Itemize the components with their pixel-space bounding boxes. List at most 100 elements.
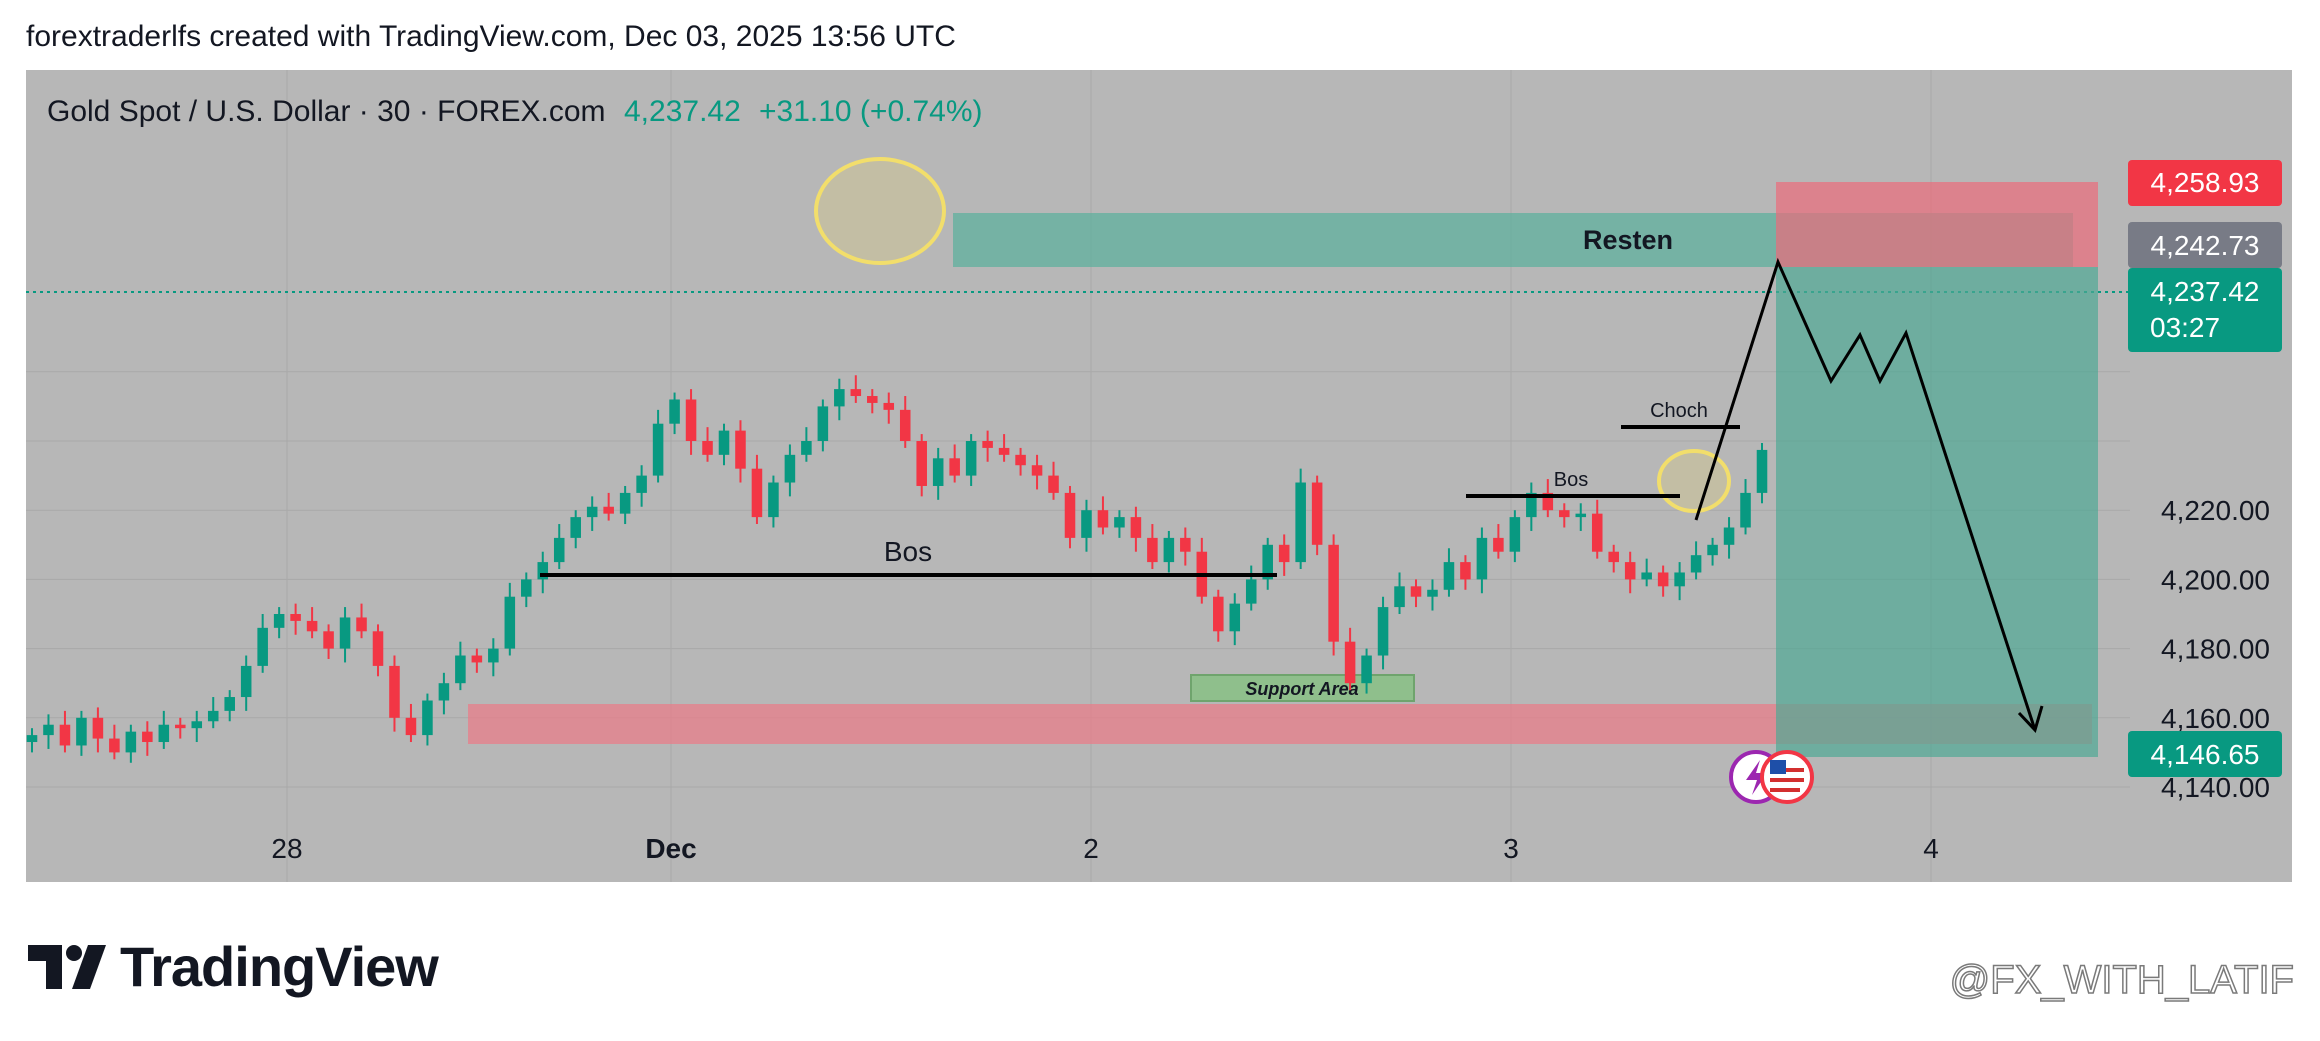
candle-body [455, 655, 466, 684]
us-flag-icon [1760, 750, 1814, 804]
time-tick-label: 28 [271, 833, 302, 864]
candle-body [372, 631, 384, 666]
tradingview-logo[interactable]: TradingView [28, 934, 439, 999]
candle-body [471, 655, 483, 663]
legend-symbol: Gold Spot / U.S. Dollar · 30 · FOREX.com [47, 95, 606, 128]
candle-body [257, 627, 268, 666]
candle-body [1377, 607, 1389, 656]
candle-body [1493, 537, 1504, 552]
countdown-label: 03:27 [2150, 312, 2220, 343]
bos-small-label: Bos [1554, 469, 1588, 491]
candle-body [207, 710, 219, 722]
candle-body [224, 697, 235, 711]
candle-body [438, 683, 450, 701]
candle-body [59, 724, 71, 746]
candle-body [735, 430, 746, 469]
candle-body [175, 724, 186, 729]
time-tick-label: Dec [645, 833, 696, 864]
legend-price: 4,237.42 [624, 95, 741, 128]
event-icons [1729, 750, 1814, 804]
time-tick-label: 2 [1083, 833, 1099, 864]
candle-body [784, 454, 796, 483]
legend-change: +31.10 (+0.74%) [759, 95, 983, 128]
candle-body [1361, 655, 1372, 684]
candle-body [1674, 572, 1685, 587]
candle-body [521, 579, 532, 597]
author-watermark: @FX_WITH_LATIF [1949, 957, 2295, 1003]
price-tick-label: 4,200.00 [2161, 564, 2270, 595]
candle-body [636, 475, 647, 493]
candle-body [949, 458, 960, 476]
candle-body [1608, 551, 1619, 563]
choch-highlight-circle [1657, 449, 1731, 513]
candle-body [323, 631, 334, 649]
projection-path [1694, 257, 2037, 731]
candle-body [702, 441, 713, 455]
candle-body [1130, 517, 1142, 538]
tradingview-logo-icon [28, 944, 106, 989]
candle-body [1707, 544, 1718, 556]
target-low-label: 4,146.65 [2151, 739, 2260, 770]
current-price-label: 4,237.42 [2151, 276, 2260, 307]
candle-body [1526, 492, 1537, 518]
price-chart[interactable]: Support Area Resten Bos Bos Choch Gold S… [0, 0, 2320, 900]
candle-body [1311, 482, 1323, 545]
candle-body [1410, 586, 1422, 597]
candle-body [422, 700, 433, 736]
price-scale: 4,280.004,220.004,200.004,180.004,160.00… [2161, 288, 2270, 803]
candle-body [1740, 492, 1751, 528]
candle-body [1064, 492, 1076, 538]
price-tick-label: 4,140.00 [2161, 772, 2270, 803]
candle-body [389, 665, 400, 718]
candle-body [1575, 513, 1587, 518]
candle-body [1180, 537, 1191, 552]
target-high-label: 4,258.93 [2151, 167, 2260, 198]
candle-body [1641, 572, 1652, 580]
price-labels: 4,258.93 4,242.73 4,237.42 03:27 4,146.6… [2128, 160, 2282, 777]
time-scale: 28 Dec 2 3 4 [271, 833, 1938, 864]
current-price-label-box [2128, 268, 2282, 352]
candle-body [1015, 454, 1026, 466]
candle-body [1591, 513, 1603, 552]
candle-body [1542, 492, 1554, 511]
candle-body [158, 724, 170, 743]
candle-body [1559, 510, 1570, 518]
candle-body [1081, 510, 1092, 538]
candle-body [405, 717, 417, 736]
candle-body [1114, 517, 1125, 528]
resten-label: Resten [1583, 225, 1673, 255]
candle-body [1163, 537, 1175, 563]
candle-body [603, 506, 614, 514]
candle-body [669, 399, 680, 424]
candle-body [586, 506, 598, 518]
candle-body [932, 458, 944, 486]
take-profit-zone [1776, 267, 2098, 757]
stop-loss-zone [1776, 182, 2098, 267]
candle-body [718, 430, 730, 455]
candle-body [998, 447, 1010, 455]
high-price-label-box [2128, 222, 2282, 268]
candle-body [109, 738, 120, 753]
candle-body [1394, 586, 1405, 608]
candle-body [125, 731, 137, 753]
candle-body [504, 596, 516, 649]
candle-body [1031, 465, 1043, 476]
candle-body [751, 468, 763, 518]
candle-body [26, 735, 38, 743]
candles [26, 375, 1768, 763]
candle-body [1509, 517, 1521, 552]
candle-body [1690, 555, 1702, 573]
bos-main-label: Bos [884, 536, 932, 567]
candle-body [982, 441, 993, 448]
candle-body [652, 423, 664, 476]
candle-body [1344, 641, 1356, 684]
candle-body [867, 396, 878, 403]
candle-body [1262, 544, 1273, 580]
candle-body [1097, 510, 1109, 528]
tradingview-wordmark: TradingView [120, 935, 439, 998]
candle-body [883, 402, 895, 410]
candle-body [1147, 537, 1158, 563]
support-area-label: Support Area [1245, 679, 1358, 699]
candle-body [817, 406, 829, 441]
candle-body [92, 717, 104, 739]
